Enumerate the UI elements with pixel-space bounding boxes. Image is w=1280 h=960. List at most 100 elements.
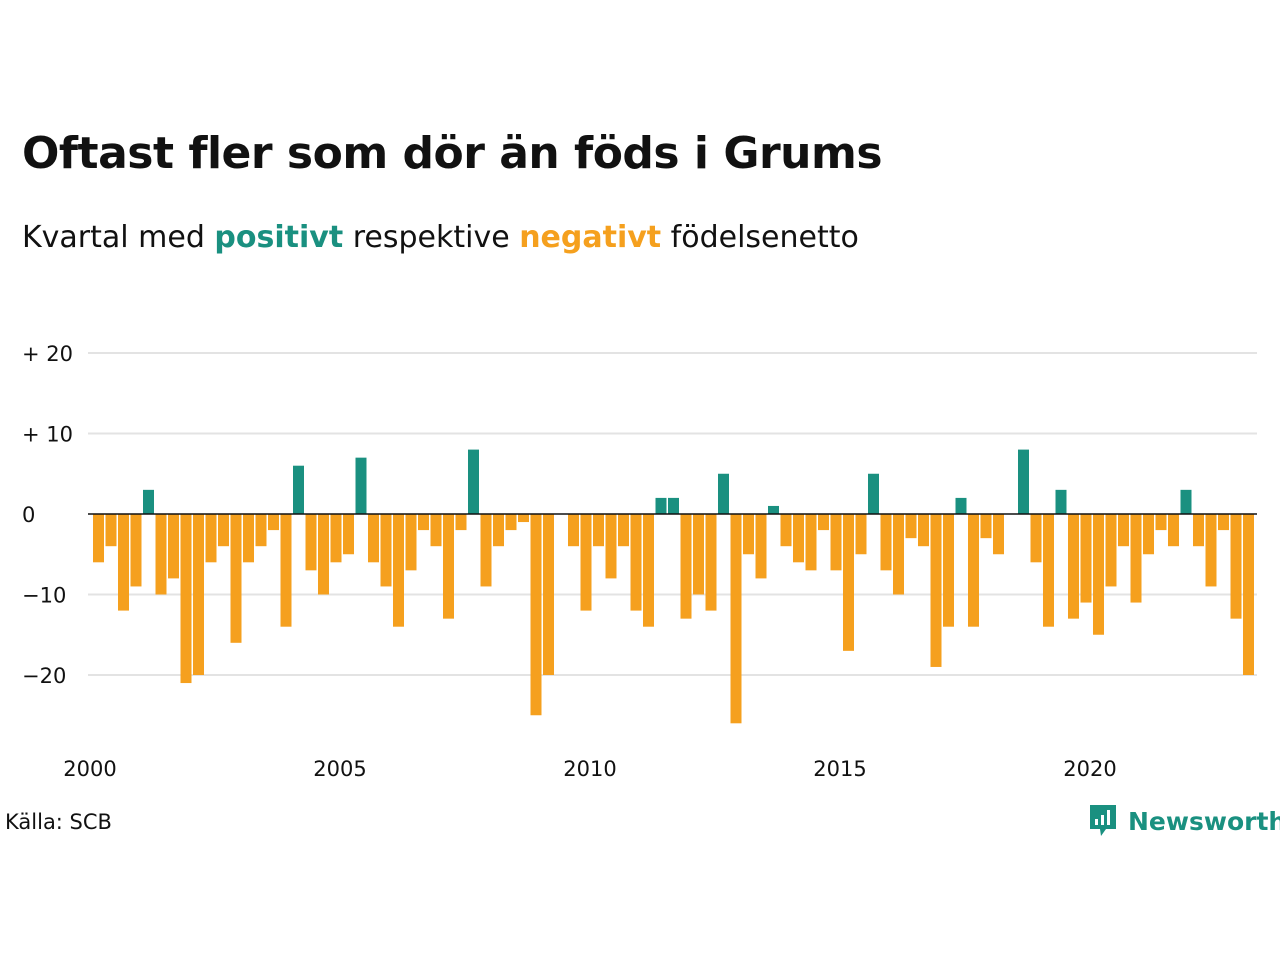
bar-negative (1218, 514, 1229, 531)
source-note: Källa: SCB (5, 810, 112, 834)
bar-negative (193, 514, 204, 675)
bar-negative (943, 514, 954, 627)
newsworthy-logo-icon (1090, 805, 1116, 836)
bar-negative (418, 514, 429, 531)
bar-negative (1093, 514, 1104, 635)
bar-negative (255, 514, 267, 547)
bar-negative (805, 514, 817, 571)
bar-layer (93, 449, 1254, 724)
bar-positive (718, 473, 729, 514)
bar-negative (180, 514, 192, 684)
bar-negative (830, 514, 842, 571)
bar-negative (243, 514, 254, 563)
x-tick-label: 2020 (1063, 757, 1116, 781)
bar-negative (918, 514, 929, 547)
bar-negative (580, 514, 592, 611)
bar-negative (618, 514, 629, 547)
bar-negative (280, 514, 292, 627)
bar-negative (743, 514, 754, 555)
bar-negative (330, 514, 342, 563)
bar-negative (505, 514, 517, 531)
bar-negative (843, 514, 854, 651)
bar-negative (568, 514, 579, 547)
bar-negative (443, 514, 454, 619)
bar-negative (230, 514, 242, 643)
bar-negative (218, 514, 229, 547)
bar-negative (880, 514, 892, 571)
bar-negative (1143, 514, 1154, 555)
bar-negative (543, 514, 554, 675)
bar-negative (168, 514, 179, 579)
bar-negative (1080, 514, 1092, 603)
bar-negative (205, 514, 217, 563)
bar-negative (980, 514, 992, 539)
bar-negative (430, 514, 442, 547)
y-tick-label: −20 (22, 664, 66, 688)
bar-negative (705, 514, 717, 611)
bar-negative (268, 514, 279, 531)
brand-logo: Newsworthy (1088, 803, 1280, 839)
bar-negative (730, 514, 742, 724)
subtitle-suffix: födelsenetto (661, 220, 859, 255)
bar-negative (1243, 514, 1254, 675)
bar-negative (643, 514, 654, 627)
bar-negative (343, 514, 354, 555)
bar-negative (630, 514, 642, 611)
bar-negative (93, 514, 104, 563)
y-tick-label: + 10 (22, 423, 73, 447)
bar-negative (380, 514, 392, 587)
subtitle-negative-word: negativt (519, 220, 662, 255)
bar-positive (668, 497, 679, 514)
bar-positive (1055, 489, 1067, 514)
bar-negative (518, 514, 529, 523)
bar-negative (1168, 514, 1179, 547)
bar-negative (1155, 514, 1167, 531)
x-tick-label: 2000 (63, 757, 116, 781)
bar-positive (655, 497, 667, 514)
bar-positive (768, 505, 779, 514)
bar-negative (368, 514, 379, 563)
subtitle-prefix: Kvartal med (22, 220, 215, 255)
bar-negative (968, 514, 979, 627)
bar-negative (393, 514, 404, 627)
bar-negative (105, 514, 117, 547)
bar-negative (855, 514, 867, 555)
bar-negative (1030, 514, 1042, 563)
bar-negative (1205, 514, 1217, 587)
bar-positive (955, 497, 967, 514)
y-tick-label: 0 (22, 503, 35, 527)
bar-positive (143, 489, 154, 514)
bar-negative (593, 514, 604, 547)
bar-negative (405, 514, 417, 571)
bar-negative (130, 514, 142, 587)
bar-positive (293, 465, 304, 514)
label-layer: + 20 + 10 0 −10 −20 2000 2005 2010 2015 2020 (22, 342, 1117, 781)
bar-positive (355, 457, 367, 514)
x-tick-label: 2015 (813, 757, 866, 781)
bar-negative (1193, 514, 1204, 547)
bar-negative (893, 514, 904, 595)
bar-negative (455, 514, 467, 531)
y-tick-label: + 20 (22, 342, 73, 366)
x-tick-label: 2005 (313, 757, 366, 781)
bar-negative (1118, 514, 1129, 547)
x-tick-label: 2010 (563, 757, 616, 781)
bar-positive (1018, 449, 1029, 514)
bar-negative (930, 514, 942, 667)
bar-negative (530, 514, 542, 716)
bar-chart: + 20 + 10 0 −10 −20 2000 2005 2010 2015 2020 (22, 342, 1257, 781)
bar-negative (1068, 514, 1079, 619)
bar-negative (780, 514, 792, 547)
bar-negative (480, 514, 492, 587)
bar-negative (693, 514, 704, 595)
y-tick-label: −10 (22, 584, 66, 608)
subtitle-middle: respektive (343, 220, 520, 255)
chart-subtitle: Kvartal med positivt respektive negativt… (22, 220, 859, 255)
bar-negative (755, 514, 767, 579)
chart-title: Oftast fler som dör än föds i Grums (22, 128, 883, 179)
bar-negative (905, 514, 917, 539)
brand-name: Newsworthy (1128, 806, 1280, 836)
bar-negative (818, 514, 829, 531)
bar-negative (605, 514, 617, 579)
bar-negative (1105, 514, 1117, 587)
